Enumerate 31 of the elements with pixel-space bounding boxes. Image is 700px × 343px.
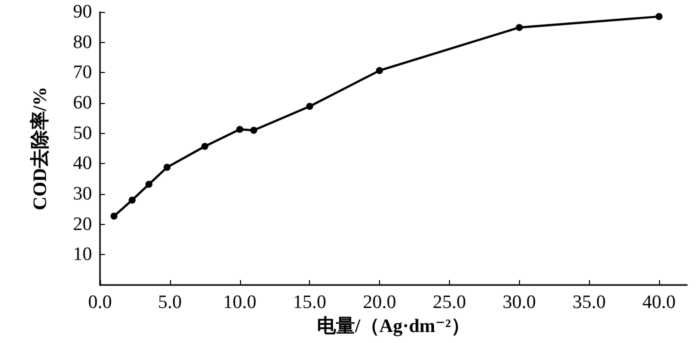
- point: [128, 196, 136, 204]
- y-tick-label: 40: [73, 153, 92, 174]
- y-tick-label: 20: [73, 214, 92, 235]
- x-tick-label: 5.0: [158, 292, 182, 313]
- x-axis-title: 电量/（Ag·dm⁻²）: [317, 314, 470, 337]
- x-tick-label: 0.0: [88, 292, 112, 313]
- point: [236, 126, 244, 133]
- point: [516, 24, 523, 31]
- point: [164, 164, 171, 171]
- x-tick-label: 10.0: [223, 292, 256, 313]
- point: [110, 212, 118, 220]
- y-tick-label: 30: [73, 184, 92, 204]
- y-axis-title: COD去除率/%: [29, 86, 51, 210]
- x-tick-label: 25.0: [432, 292, 466, 313]
- y-tick-label: 80: [73, 32, 92, 53]
- point: [656, 13, 663, 20]
- y-tick-label: 90: [73, 2, 92, 22]
- x-tick-label: 40.0: [642, 292, 676, 313]
- y-tick-label: 60: [73, 92, 92, 114]
- y-tick-label: 50: [73, 122, 92, 144]
- point: [250, 126, 258, 134]
- x-tick-label: 15.0: [293, 292, 326, 313]
- point: [376, 67, 384, 74]
- x-tick-label: 20.0: [362, 292, 396, 313]
- y-tick-label: 10: [73, 244, 92, 266]
- point: [306, 102, 314, 110]
- x-tick-label: 30.0: [502, 292, 536, 313]
- x-tick-label: 35.0: [572, 292, 606, 313]
- point: [145, 180, 152, 188]
- y-tick-label: 70: [73, 62, 92, 84]
- point: [201, 142, 208, 150]
